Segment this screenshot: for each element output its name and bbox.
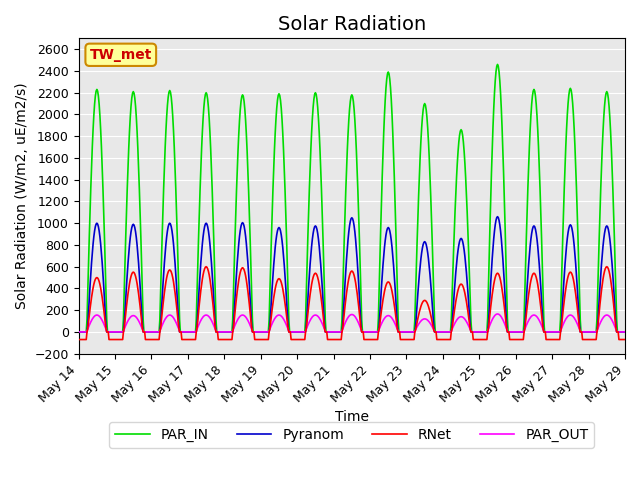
Pyranom (75, 329, 83, 335)
PAR_OUT (434, 329, 442, 335)
PAR_IN (225, 329, 233, 335)
Legend: PAR_IN, Pyranom, RNet, PAR_OUT: PAR_IN, Pyranom, RNet, PAR_OUT (109, 422, 594, 448)
Pyranom (84, 309, 92, 315)
PAR_OUT (418, 317, 426, 323)
RNet (196, 294, 204, 300)
PAR_IN (141, 329, 148, 335)
Text: TW_met: TW_met (90, 48, 152, 62)
PAR_OUT (141, 329, 148, 335)
RNet (84, 319, 92, 325)
PAR_OUT (196, 319, 204, 325)
Line: Pyranom: Pyranom (79, 216, 624, 332)
Pyranom (141, 329, 148, 335)
PAR_OUT (84, 324, 92, 330)
RNet (141, 329, 148, 335)
Y-axis label: Solar Radiation (W/m2, uE/m2/s): Solar Radiation (W/m2, uE/m2/s) (15, 83, 29, 309)
PAR_OUT (493, 311, 501, 317)
RNet (75, 336, 83, 342)
PAR_IN (493, 61, 501, 67)
PAR_IN (75, 329, 83, 335)
PAR_IN (196, 187, 204, 193)
Line: PAR_OUT: PAR_OUT (79, 314, 624, 332)
Pyranom (620, 329, 628, 335)
PAR_OUT (75, 329, 83, 335)
Pyranom (225, 329, 233, 335)
Line: PAR_IN: PAR_IN (79, 64, 624, 332)
PAR_IN (434, 329, 442, 335)
RNet (620, 336, 628, 342)
Pyranom (418, 250, 426, 256)
PAR_IN (620, 329, 628, 335)
Pyranom (434, 329, 442, 335)
PAR_OUT (620, 329, 628, 335)
Line: RNet: RNet (79, 267, 624, 339)
PAR_OUT (225, 329, 233, 335)
PAR_IN (84, 261, 92, 266)
X-axis label: Time: Time (335, 410, 369, 424)
RNet (435, 336, 442, 342)
Pyranom (196, 271, 204, 276)
PAR_IN (418, 125, 426, 131)
Pyranom (493, 214, 501, 219)
RNet (226, 336, 234, 342)
RNet (419, 300, 426, 305)
Title: Solar Radiation: Solar Radiation (278, 15, 426, 34)
RNet (202, 264, 210, 270)
